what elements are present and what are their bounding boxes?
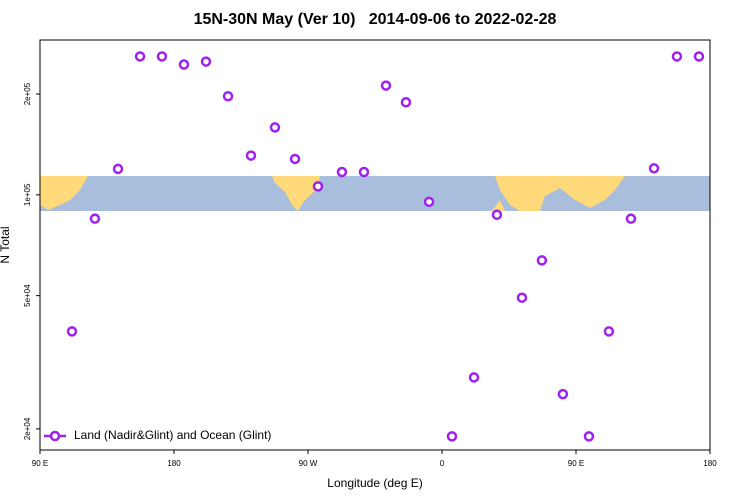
point <box>134 51 146 62</box>
legend-label: Land (Nadir&Glint) and Ocean (Glint) <box>74 428 271 442</box>
legend-marker <box>49 430 61 442</box>
point <box>112 163 124 175</box>
x-tick-label: 90 W <box>299 459 318 468</box>
point <box>468 372 480 383</box>
point <box>536 255 548 266</box>
x-tick-label: 90 E <box>568 459 584 468</box>
point <box>446 431 458 442</box>
point <box>671 51 683 62</box>
point <box>423 196 435 208</box>
point <box>583 431 595 442</box>
point <box>66 326 78 337</box>
point <box>491 209 503 221</box>
chart-title: 15N-30N May (Ver 10) 2014-09-06 to 2022-… <box>194 11 557 28</box>
x-tick-label: 180 <box>703 459 717 468</box>
point <box>648 163 660 174</box>
y-tick-label: 5e+04 <box>23 284 32 307</box>
y-axis-label: N Total <box>0 226 12 263</box>
point <box>693 51 705 62</box>
point <box>178 59 190 70</box>
point <box>336 166 348 178</box>
point <box>200 56 212 67</box>
point <box>516 292 528 303</box>
point <box>380 80 392 91</box>
point <box>245 150 257 161</box>
point <box>603 326 615 337</box>
map-strip <box>40 176 710 211</box>
point <box>156 51 168 62</box>
y-tick-label: 2e+05 <box>23 82 32 105</box>
point <box>358 166 370 178</box>
point <box>89 213 101 224</box>
point <box>625 213 637 224</box>
point <box>289 153 301 165</box>
x-axis-label: Longitude (deg E) <box>327 476 422 490</box>
plot-frame <box>39 39 711 451</box>
x-tick-label: 90 E <box>32 459 48 468</box>
point <box>557 388 569 400</box>
point <box>312 181 324 192</box>
point <box>400 97 412 108</box>
point <box>269 122 281 133</box>
y-tick-label: 1e+05 <box>23 183 32 206</box>
x-tick-label: 180 <box>167 459 181 468</box>
x-tick-label: 0 <box>440 459 445 468</box>
point <box>222 90 234 102</box>
y-tick-label: 2e+04 <box>23 417 32 440</box>
